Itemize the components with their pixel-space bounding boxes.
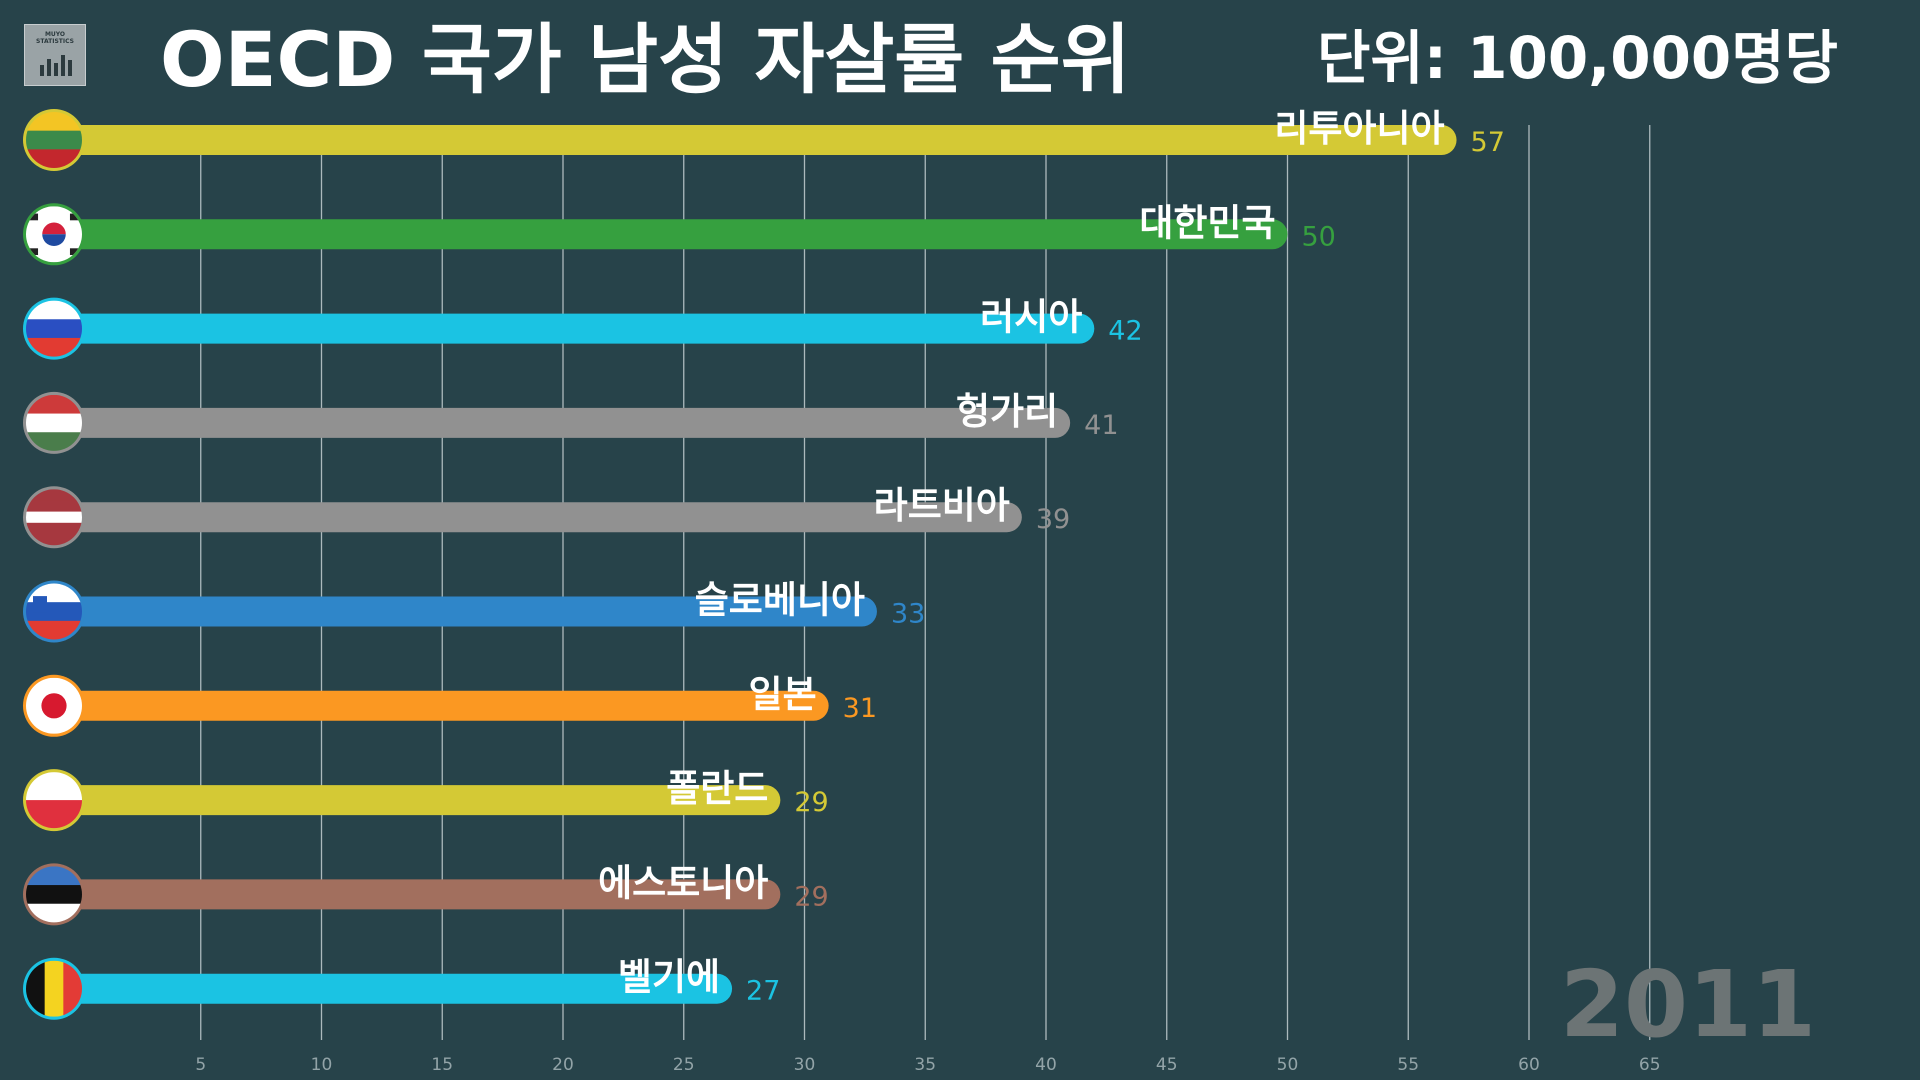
bar-label: 에스토니아 <box>598 861 768 904</box>
bar-label: 폴란드 <box>666 767 768 810</box>
bar <box>54 879 781 910</box>
bar-chart-icon <box>40 55 72 76</box>
bar-label: 슬로베니아 <box>695 579 865 622</box>
estonia-flag <box>26 866 82 923</box>
unit-label: 단위: 100,000명당 <box>1317 24 1838 92</box>
value-label: 57 <box>1471 127 1505 158</box>
bar <box>54 690 829 721</box>
hungary-flag <box>26 394 82 451</box>
chart-title: OECD 국가 남성 자살률 순위 <box>160 15 1131 104</box>
belgium-flag <box>26 960 82 1017</box>
bar <box>54 502 1022 533</box>
x-tick-label: 60 <box>1518 1055 1540 1075</box>
logo-text-line2: STATISTICS <box>36 38 74 45</box>
bar-label: 일본 <box>749 673 817 716</box>
bar <box>54 407 1071 438</box>
bar-row: 슬로베니아 33 <box>23 579 925 643</box>
bar <box>54 125 1457 155</box>
bar <box>54 973 733 1004</box>
logo-text-line1: MUYO <box>44 31 66 38</box>
bar-label: 라트비아 <box>874 484 1010 527</box>
x-tick-label: 10 <box>311 1055 333 1075</box>
value-label: 31 <box>843 693 877 724</box>
slovenia-flag <box>26 583 82 640</box>
x-tick-label: 5 <box>195 1055 206 1075</box>
value-label: 27 <box>746 976 780 1007</box>
bar <box>54 313 1095 344</box>
x-tick-label: 25 <box>673 1055 695 1075</box>
bar-label: 러시아 <box>980 296 1082 339</box>
value-label: 41 <box>1084 410 1118 441</box>
bar-label: 대한민국 <box>1139 201 1275 244</box>
bar-label: 벨기에 <box>618 956 720 999</box>
x-tick-label: 65 <box>1639 1055 1661 1075</box>
bar-row: 대한민국 50 <box>23 201 1336 266</box>
bar-row: 에스토니아 29 <box>23 861 829 926</box>
bar-row: 벨기에 27 <box>23 956 780 1020</box>
bar <box>54 596 877 627</box>
x-tick-label: 35 <box>914 1055 936 1075</box>
bar-row: 헝가리 41 <box>23 390 1119 454</box>
bar-row: 라트비아 39 <box>23 484 1070 549</box>
latvia-flag <box>26 489 82 546</box>
value-label: 39 <box>1036 504 1070 535</box>
x-tick-label: 15 <box>431 1055 453 1075</box>
bar-label: 리투아니아 <box>1274 107 1444 150</box>
value-label: 33 <box>891 599 925 630</box>
south-korea-flag <box>26 206 82 263</box>
x-axis-ticks: 5 10 15 20 25 30 35 40 45 50 55 60 65 <box>195 1055 1660 1075</box>
x-tick-label: 40 <box>1035 1055 1057 1075</box>
bar <box>54 785 781 816</box>
value-label: 50 <box>1302 221 1336 252</box>
russia-flag <box>26 300 82 357</box>
bar-row: 러시아 42 <box>23 296 1143 360</box>
year-label: 2011 <box>1560 951 1817 1058</box>
channel-logo: MUYO STATISTICS <box>24 24 86 86</box>
x-tick-label: 20 <box>552 1055 574 1075</box>
lithuania-flag <box>26 112 82 168</box>
bar-row: 일본 31 <box>23 673 877 737</box>
bar <box>54 219 1288 250</box>
x-tick-label: 30 <box>794 1055 816 1075</box>
value-label: 29 <box>794 787 828 818</box>
x-tick-label: 55 <box>1397 1055 1419 1075</box>
bar-row: 폴란드 29 <box>23 767 829 832</box>
bar-row: 리투아니아 57 <box>23 107 1505 171</box>
bar-label: 헝가리 <box>956 390 1058 433</box>
value-label: 29 <box>794 881 828 912</box>
japan-flag <box>26 677 82 734</box>
bars: 리투아니아 57 대한민국 50 러시아 42 헝가리 41 라트비아 39 슬로베니아 33 일본 31… <box>23 107 1505 1020</box>
x-tick-label: 50 <box>1277 1055 1299 1075</box>
value-label: 42 <box>1108 316 1142 347</box>
x-tick-label: 45 <box>1156 1055 1178 1075</box>
